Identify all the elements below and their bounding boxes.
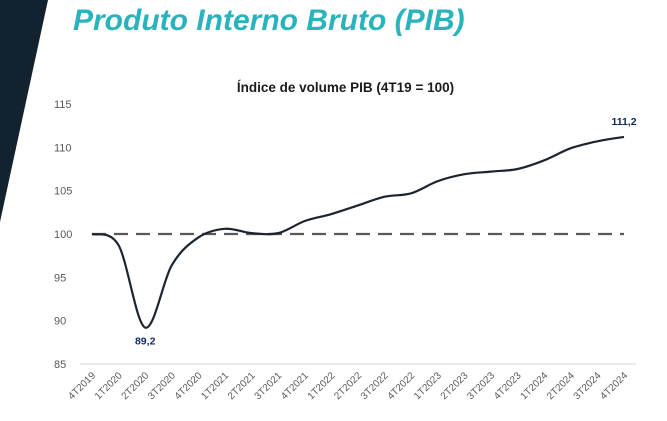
y-tick-label: 100 <box>54 229 72 241</box>
x-tick-label: 3T2023 <box>465 370 497 402</box>
x-tick-label: 1T2024 <box>519 370 551 402</box>
y-tick-label: 105 <box>54 186 72 198</box>
x-tick-label: 2T2022 <box>332 370 364 402</box>
y-tick-label: 110 <box>54 142 72 154</box>
x-tick-label: 4T2023 <box>492 370 524 402</box>
x-tick-label: 3T2022 <box>359 370 391 402</box>
x-tick-label: 3T2024 <box>572 370 604 402</box>
x-tick-label: 3T2021 <box>253 370 285 402</box>
y-tick-label: 95 <box>54 272 66 284</box>
x-tick-label: 2T2024 <box>545 370 577 402</box>
x-tick-label: 1T2022 <box>306 370 338 402</box>
y-tick-label: 90 <box>54 316 66 328</box>
x-tick-label: 4T2021 <box>279 370 311 402</box>
x-tick-label: 1T2021 <box>199 370 231 402</box>
y-tick-label: 115 <box>54 99 72 111</box>
y-tick-label: 85 <box>54 359 66 371</box>
x-tick-label: 1T2020 <box>93 370 125 402</box>
x-tick-label: 2T2021 <box>226 370 258 402</box>
data-label: 89,2 <box>135 336 156 348</box>
x-tick-label: 4T2020 <box>173 370 205 402</box>
x-tick-label: 4T2022 <box>386 370 418 402</box>
data-label: 111,2 <box>611 116 636 128</box>
x-tick-label: 4T2024 <box>598 370 630 402</box>
x-tick-label: 3T2020 <box>146 370 178 402</box>
x-axis: 4T20191T20202T20203T20204T20201T20212T20… <box>66 370 630 402</box>
series-line <box>91 135 625 329</box>
page-title: Produto Interno Bruto (PIB) <box>73 4 465 37</box>
y-axis: 85 90 95 100 105 110 115 <box>54 99 72 371</box>
chart-title: Índice de volume PIB (4T19 = 100) <box>236 80 455 95</box>
x-tick-label: 4T2019 <box>66 370 98 402</box>
x-tick-label: 2T2020 <box>120 370 152 402</box>
data-labels: 89,2 111,2 <box>135 116 637 348</box>
x-tick-label: 2T2023 <box>439 370 471 402</box>
x-tick-label: 1T2023 <box>412 370 444 402</box>
